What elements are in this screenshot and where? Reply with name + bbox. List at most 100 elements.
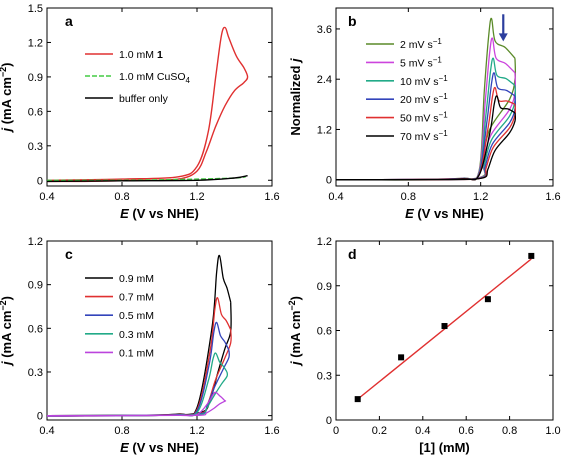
- legend-label: 2 mV s−1: [400, 37, 442, 51]
- legend-label: 1.0 mM 1: [119, 49, 163, 61]
- text-span: −1: [433, 55, 443, 64]
- y-tick-label: 0.6: [28, 106, 43, 118]
- text-span: b: [348, 13, 357, 29]
- axes-frame: [335, 7, 554, 187]
- panel-letter: a: [65, 13, 73, 29]
- data-point: [441, 323, 448, 330]
- text-span: 70 mV: [400, 131, 433, 143]
- y-axis-label: j (mA cm−2): [0, 296, 14, 367]
- y-tick-label: 0.6: [317, 326, 332, 338]
- text-span: (mA cm: [0, 77, 14, 128]
- text-span: 50 mV: [400, 113, 433, 125]
- y-tick-label: 1.2: [317, 236, 332, 248]
- text-span: s: [433, 113, 438, 125]
- text-span: 0: [326, 175, 332, 187]
- panel-letter: d: [348, 246, 357, 262]
- y-tick-label: 0.3: [317, 370, 332, 382]
- text-span: 1.2: [317, 124, 332, 136]
- y-tick-label: 1.2: [28, 37, 43, 49]
- text-span: 0.5 mM: [119, 310, 154, 322]
- text-span: s: [433, 76, 438, 88]
- x-tick-label: 1.2: [189, 191, 204, 203]
- x-tick-label: 0.4: [39, 191, 54, 203]
- plot-area: [47, 26, 249, 183]
- legend-label: buffer only: [119, 93, 169, 105]
- text-span: 1.2: [317, 236, 332, 248]
- text-span: 0: [326, 415, 332, 427]
- text-span: 0.8: [401, 191, 416, 203]
- text-span: 0.6: [317, 326, 332, 338]
- x-tick-label: 1.2: [473, 191, 488, 203]
- text-span: 1.2: [28, 37, 43, 49]
- series-line: [47, 329, 232, 417]
- y-tick-label: 1.2: [28, 236, 43, 248]
- x-tick-label: 1.6: [545, 191, 560, 203]
- text-span: 1.6: [264, 191, 279, 203]
- y-tick-label: 0.3: [28, 141, 43, 153]
- text-span: s: [433, 94, 438, 106]
- text-span: (V vs NHE): [414, 206, 484, 221]
- text-span: −2: [0, 300, 8, 310]
- text-span: c: [65, 246, 73, 262]
- y-tick-label: 1.2: [317, 124, 332, 136]
- text-span: E: [405, 206, 414, 221]
- axes-frame: [46, 240, 273, 421]
- y-tick-label: 0: [326, 415, 332, 427]
- text-span: d: [348, 246, 357, 262]
- text-span: j: [0, 361, 14, 367]
- text-span: 0.3 mM: [119, 329, 154, 341]
- text-span: [1] (mM): [419, 440, 470, 455]
- text-span: 1.2: [28, 236, 43, 248]
- text-span: 0: [37, 411, 43, 423]
- x-tick-label: 0.2: [372, 425, 387, 437]
- y-axis-label: Normalized j: [288, 58, 303, 136]
- text-span: −2: [287, 300, 297, 310]
- legend-label: 0.7 mM: [119, 292, 154, 304]
- y-tick-label: 1.5: [28, 3, 43, 15]
- series-line: [47, 26, 249, 183]
- text-span: 0.4: [39, 191, 54, 203]
- text-span: 0.3: [317, 370, 332, 382]
- panel-c: 0.4 0.8 1.2 1.6 0 0.3 0.6 0.9 1.2 c E (V vs NHE) j …: [0, 236, 280, 455]
- plot-area: [47, 254, 232, 417]
- text-span: (V vs NHE): [129, 440, 199, 455]
- text-span: (mA cm: [288, 311, 303, 362]
- text-span: −2: [0, 67, 8, 77]
- text-span: 0.3: [28, 367, 43, 379]
- text-span: 0.4: [39, 425, 54, 437]
- text-span: −1: [433, 37, 443, 46]
- text-span: −1: [439, 129, 449, 138]
- text-span: 5 mV: [400, 57, 427, 69]
- text-span: 1.6: [264, 425, 279, 437]
- legend-label: 5 mV s−1: [400, 55, 442, 69]
- text-span: 0.9: [28, 72, 43, 84]
- text-span: 1.2: [473, 191, 488, 203]
- x-tick-label: 1.2: [189, 425, 204, 437]
- y-tick-label: 0: [37, 411, 43, 423]
- x-tick-label: 0.4: [415, 425, 430, 437]
- text-span: 0: [37, 175, 43, 187]
- x-tick-label: 0.4: [39, 425, 54, 437]
- panel-letter: b: [348, 13, 357, 29]
- x-tick-label: 1.6: [264, 191, 279, 203]
- x-tick-label: 0.8: [401, 191, 416, 203]
- panel-letter: c: [65, 246, 73, 262]
- text-span: Normalized: [288, 62, 303, 136]
- x-tick-label: 0.8: [502, 425, 517, 437]
- text-span: 0.6: [459, 425, 474, 437]
- panel-d: 0 0.2 0.4 0.6 0.8 1.0 0 0.3 0.6 0.9 1.2 d [1] (mM) j …: [287, 236, 561, 455]
- series-line: [47, 352, 228, 417]
- text-span: j: [288, 58, 303, 64]
- plot-area: [336, 17, 517, 181]
- y-tick-label: 0: [37, 175, 43, 187]
- text-span: −1: [439, 92, 449, 101]
- x-axis-label: E (V vs NHE): [405, 206, 484, 221]
- x-axis-label: E (V vs NHE): [120, 440, 199, 455]
- text-span: 0.6: [28, 106, 43, 118]
- text-span: 0.8: [114, 425, 129, 437]
- text-span: s: [427, 57, 432, 69]
- x-tick-label: 0: [333, 425, 339, 437]
- x-tick-label: 0.4: [328, 191, 343, 203]
- plot-area: [354, 252, 535, 403]
